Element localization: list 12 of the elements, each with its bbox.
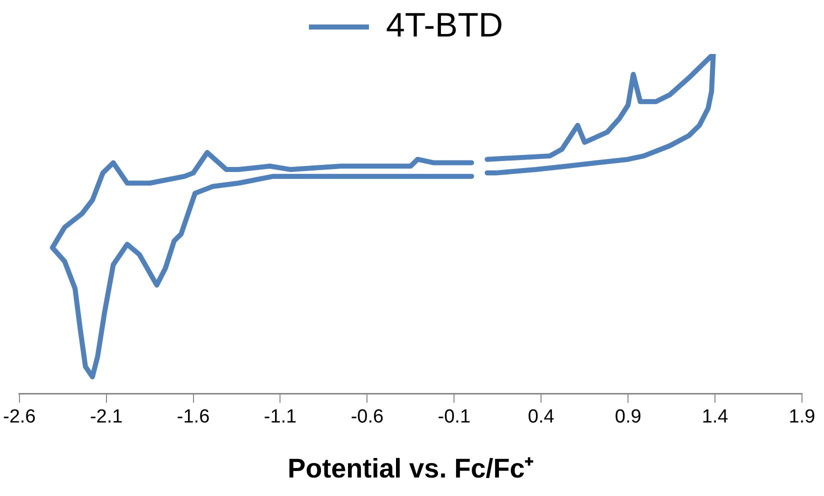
x-tick-label: -0.1 <box>438 406 471 428</box>
x-tick-label: -2.1 <box>90 406 123 428</box>
x-tick-label: -0.6 <box>350 406 384 428</box>
x-axis-title: Potential vs. Fc/Fc⁺ <box>288 453 534 484</box>
x-tick-label: 0.9 <box>614 406 642 428</box>
x-tick-label: 0.4 <box>528 406 555 428</box>
x-tick-label: 1.9 <box>788 406 816 428</box>
x-tick-label: -1.6 <box>176 406 210 428</box>
x-tick-label: 1.4 <box>702 406 729 428</box>
legend-label: 4T-BTD <box>386 6 504 44</box>
x-tick-label: -1.1 <box>264 406 297 428</box>
x-tick-label: -2.6 <box>2 406 36 428</box>
